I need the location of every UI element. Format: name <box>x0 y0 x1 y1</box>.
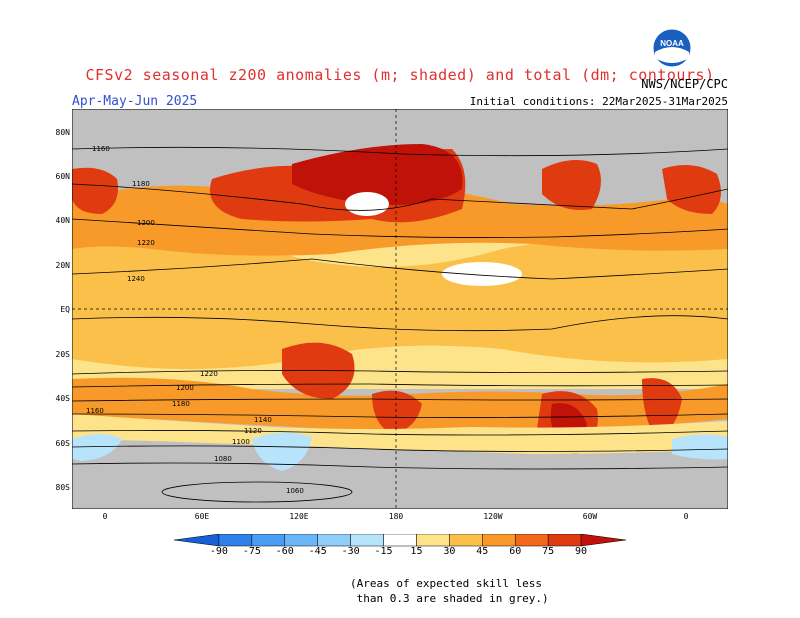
lat-label: 80S <box>55 483 70 492</box>
contour-line <box>72 258 728 280</box>
colorbar-tick-label: 60 <box>509 546 522 557</box>
colorbar-tick-label: -90 <box>209 546 228 557</box>
anomaly-europe-east <box>662 165 721 214</box>
colorbar-segment <box>580 534 626 547</box>
anomaly-negative-south-atlantic-west <box>72 434 122 461</box>
contour-label: 1180 <box>132 180 150 188</box>
lon-label: 180 <box>388 512 404 521</box>
height-contours <box>72 146 728 503</box>
skill-note: (Areas of expected skill less than 0.3 a… <box>350 576 549 606</box>
contour-label: 1120 <box>244 427 262 435</box>
skill-note-line1: (Areas of expected skill less <box>350 577 543 590</box>
noaa-logo: NOAA <box>652 28 692 68</box>
contour-label: 1060 <box>286 487 304 495</box>
season-label: Apr-May-Jun 2025 <box>72 94 198 109</box>
anomaly-zero-tropical-pacific <box>442 262 522 286</box>
lon-label: 120E <box>289 512 309 521</box>
colorbar-segment <box>416 534 450 547</box>
colorbar-tick-label: -45 <box>308 546 327 557</box>
anomaly-zero-north-pacific <box>345 192 389 216</box>
colorbar-segment <box>251 534 286 547</box>
lon-label: 120W <box>483 512 503 521</box>
colorbar-tick-label: -15 <box>374 546 393 557</box>
lat-label: 20S <box>55 350 70 359</box>
contour-line <box>72 315 728 332</box>
contour-line <box>72 218 728 238</box>
lon-label: 60W <box>582 512 598 521</box>
colorbar-segment <box>284 534 318 547</box>
colorbar-tick-label: -30 <box>341 546 360 557</box>
anomaly-south-pacific <box>372 390 422 434</box>
colorbar-segment <box>350 534 384 547</box>
lon-label: 0 <box>683 512 689 521</box>
colorbar-segment <box>174 534 220 547</box>
contour-label: 1160 <box>86 407 104 415</box>
lat-label: 40N <box>55 216 70 225</box>
anomaly-europe-west <box>72 167 118 214</box>
contour-label: 1220 <box>137 239 155 247</box>
reference-lines <box>72 109 728 509</box>
contour-line <box>72 462 728 470</box>
colorbar-segment <box>449 534 483 547</box>
contour-line <box>161 481 353 503</box>
colorbar-segment <box>482 534 516 547</box>
anomaly-north-atlantic <box>542 160 601 210</box>
anomaly-south-atlantic <box>642 378 682 439</box>
contour-line <box>72 146 728 157</box>
contour-line <box>72 183 728 211</box>
chart-title: CFSv2 seasonal z200 anomalies (m; shaded… <box>85 66 715 84</box>
colorbar-segment <box>383 534 417 547</box>
colorbar-segment <box>317 534 351 547</box>
colorbar-tick-label: 90 <box>575 546 588 557</box>
colorbar-tick-label: 75 <box>542 546 555 557</box>
anomaly-band-south-light <box>72 414 728 454</box>
colorbar-tick-label: -60 <box>275 546 294 557</box>
anomaly-negative-south-indian <box>252 432 312 471</box>
lon-label: 0 <box>102 512 108 521</box>
contour-label: 1240 <box>127 275 145 283</box>
contour-label: 1100 <box>232 438 250 446</box>
contour-line <box>72 430 728 436</box>
colorbar <box>174 534 626 547</box>
contour-line <box>72 370 728 375</box>
lat-label: EQ <box>60 305 70 314</box>
lat-label: 60N <box>55 172 70 181</box>
anomaly-peak-north-asia <box>292 144 463 205</box>
lon-label: 60E <box>194 512 210 521</box>
contour-line <box>72 398 728 402</box>
lat-label: 60S <box>55 439 70 448</box>
contour-label: 1200 <box>176 384 194 392</box>
anomaly-band-subtropics <box>72 235 728 369</box>
contour-label: 1180 <box>172 400 190 408</box>
lat-label: 40S <box>55 394 70 403</box>
contour-line <box>72 413 728 418</box>
anomaly-negative-south-atlantic-east <box>672 434 728 460</box>
colorbar-segments <box>174 534 626 547</box>
contour-label: 1160 <box>92 145 110 153</box>
lat-label: 20N <box>55 261 70 270</box>
noaa-logo-text: NOAA <box>660 39 684 48</box>
colorbar-tick-label: -75 <box>242 546 261 557</box>
contour-line <box>72 383 728 388</box>
contour-label: 1220 <box>200 370 218 378</box>
colorbar-segment <box>514 534 549 547</box>
skill-note-line2: than 0.3 are shaded in grey.) <box>350 592 549 605</box>
colorbar-tick-label: 30 <box>443 546 456 557</box>
anomaly-map: 1160 1180 1200 1220 1240 1220 1200 1180 … <box>72 109 728 509</box>
contour-line <box>72 445 728 452</box>
colorbar-segment <box>218 534 253 547</box>
contour-label-group: 1160 1180 1200 1220 1240 1220 1200 1180 … <box>86 145 304 495</box>
contour-label: 1200 <box>137 219 155 227</box>
contour-label: 1080 <box>214 455 232 463</box>
organization-label: NWS/NCEP/CPC <box>641 77 728 91</box>
lat-label: 80N <box>55 128 70 137</box>
contour-label: 1140 <box>254 416 272 424</box>
colorbar-tick-label: 15 <box>410 546 423 557</box>
initial-conditions-label: Initial conditions: 22Mar2025-31Mar2025 <box>469 95 728 108</box>
colorbar-segment <box>547 534 582 547</box>
colorbar-tick-label: 45 <box>476 546 489 557</box>
